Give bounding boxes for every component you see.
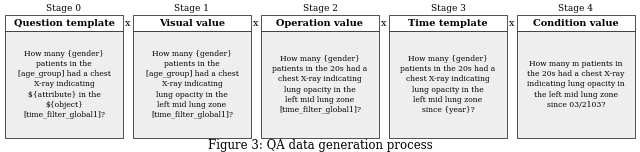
Text: Stage 4: Stage 4	[559, 4, 593, 13]
Text: Figure 3: QA data generation process: Figure 3: QA data generation process	[207, 138, 433, 152]
Text: How many m patients in
the 20s had a chest X-ray
indicating lung opacity in
the : How many m patients in the 20s had a che…	[527, 60, 625, 109]
FancyBboxPatch shape	[261, 15, 379, 31]
Text: Stage 1: Stage 1	[175, 4, 209, 13]
Text: Visual value: Visual value	[159, 19, 225, 28]
Text: x: x	[509, 19, 515, 28]
FancyBboxPatch shape	[389, 15, 507, 31]
FancyBboxPatch shape	[133, 31, 251, 138]
Text: Time template: Time template	[408, 19, 488, 28]
Text: x: x	[381, 19, 387, 28]
FancyBboxPatch shape	[5, 31, 123, 138]
Text: Stage 3: Stage 3	[431, 4, 465, 13]
FancyBboxPatch shape	[517, 15, 635, 31]
FancyBboxPatch shape	[261, 31, 379, 138]
FancyBboxPatch shape	[389, 31, 507, 138]
Text: How many {gender}
patients in the 20s had a
chest X-ray indicating
lung opacity : How many {gender} patients in the 20s ha…	[273, 55, 367, 114]
Text: Question template: Question template	[13, 19, 115, 28]
Text: Stage 2: Stage 2	[303, 4, 337, 13]
Text: Operation value: Operation value	[276, 19, 364, 28]
Text: Condition value: Condition value	[533, 19, 619, 28]
Text: How many {gender}
patients in the
[age_group] had a chest
X-ray indicating
lung : How many {gender} patients in the [age_g…	[145, 50, 239, 119]
Text: x: x	[253, 19, 259, 28]
FancyBboxPatch shape	[133, 15, 251, 31]
Text: How many {gender}
patients in the 20s had a
chest X-ray indicating
lung opacity : How many {gender} patients in the 20s ha…	[401, 55, 495, 114]
Text: Stage 0: Stage 0	[47, 4, 81, 13]
FancyBboxPatch shape	[5, 15, 123, 31]
FancyBboxPatch shape	[517, 31, 635, 138]
Text: x: x	[125, 19, 131, 28]
Text: How many {gender}
patients in the
[age_group] had a chest
X-ray indicating
${att: How many {gender} patients in the [age_g…	[17, 50, 111, 119]
